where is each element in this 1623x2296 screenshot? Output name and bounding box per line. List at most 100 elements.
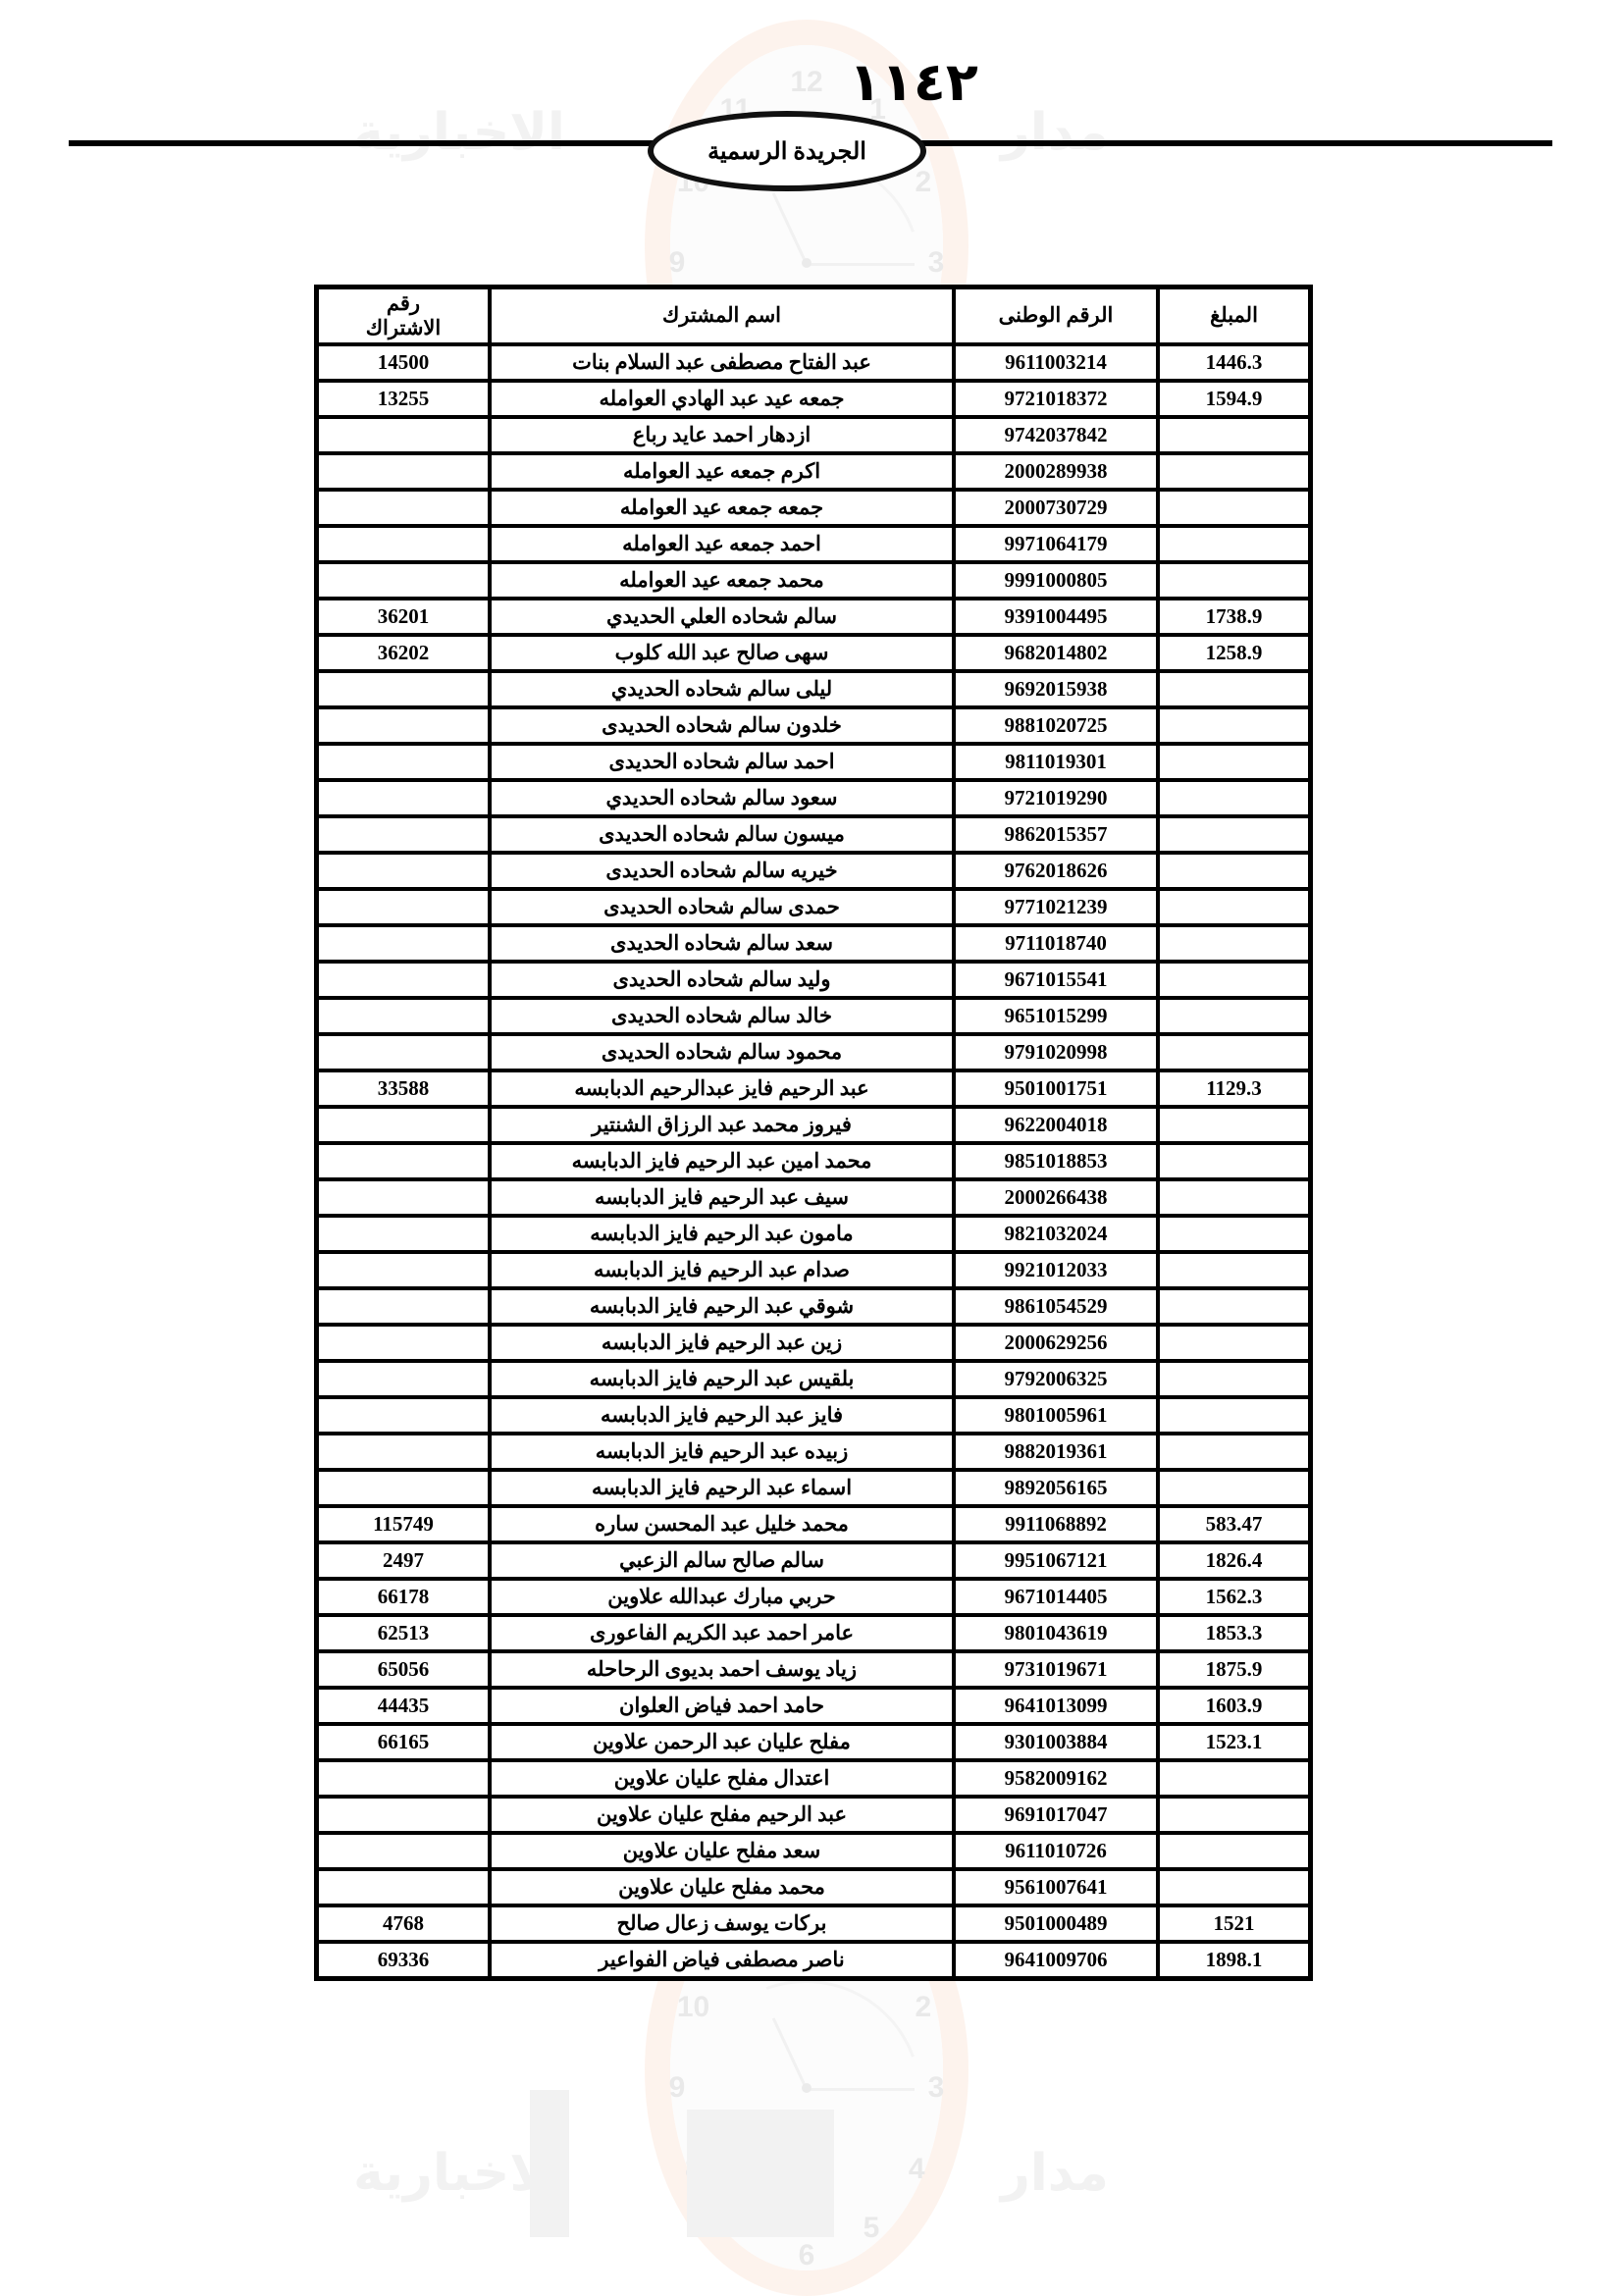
cell-subscriber-name: حامد احمد فياض العلوان: [490, 1687, 954, 1724]
table-row: 9861054529 شوقي عبد الرحيم فايز الدبابسه: [317, 1287, 1310, 1325]
cell-subscriber-name: جمعه جمعه عيد العوامله: [490, 489, 954, 526]
cell-subscription-number: [317, 1832, 490, 1869]
cell-national-number: 2000629256: [954, 1324, 1158, 1361]
cell-amount: [1158, 1178, 1310, 1216]
table-body: 1446.3 9611003214 عبد الفتاح مصطفى عبد الس…: [317, 343, 1310, 1978]
cell-subscriber-name: زبيده عبد الرحيم فايز الدبابسه: [490, 1433, 954, 1470]
table-row: 1594.9 9721018372 جمعه عيد عبد الهادي العو…: [317, 380, 1310, 417]
table-row: 9971064179 احمد جمعه عيد العوامله: [317, 525, 1310, 562]
cell-subscription-number: [317, 852, 490, 889]
cell-national-number: 9911068892: [954, 1505, 1158, 1542]
table-row: 1521 9501000489 بركات يوسف زعال صالح 4768: [317, 1905, 1310, 1942]
cell-amount: [1158, 852, 1310, 889]
cell-subscriber-name: ناصر مصطفى فياض الفواعير: [490, 1941, 954, 1978]
page-number: ١١٤٢: [849, 51, 978, 113]
cell-subscription-number: [317, 489, 490, 526]
watermark-brand-bottom-right: مدار: [1001, 2145, 1109, 2202]
cell-amount: 1521: [1158, 1905, 1310, 1942]
table-row: 9671015541 وليد سالم شحاده الحديدى: [317, 961, 1310, 998]
cell-subscriber-name: سعد مفلح عليان علاوين: [490, 1832, 954, 1869]
cell-amount: 1562.3: [1158, 1578, 1310, 1615]
cell-national-number: 9991000805: [954, 561, 1158, 599]
cell-amount: 1875.9: [1158, 1650, 1310, 1688]
cell-amount: [1158, 706, 1310, 744]
cell-amount: [1158, 888, 1310, 925]
cell-national-number: 9951067121: [954, 1541, 1158, 1579]
table-row: 1738.9 9391004495 سالم شحاده العلي الحديدي…: [317, 598, 1310, 635]
cell-subscriber-name: جمعه عيد عبد الهادي العوامله: [490, 380, 954, 417]
cell-subscriber-name: احمد جمعه عيد العوامله: [490, 525, 954, 562]
cell-subscription-number: [317, 525, 490, 562]
table-row: 2000266438 سيف عبد الرحيم فايز الدبابسه: [317, 1178, 1310, 1216]
cell-subscription-number: [317, 561, 490, 599]
cell-national-number: 2000730729: [954, 489, 1158, 526]
cell-subscriber-name: عبد الفتاح مصطفى عبد السلام بنات: [490, 343, 954, 381]
cell-subscriber-name: محمود سالم شحاده الحديدى: [490, 1033, 954, 1070]
cell-amount: [1158, 1759, 1310, 1797]
cell-amount: 1826.4: [1158, 1541, 1310, 1579]
cell-national-number: 9791020998: [954, 1033, 1158, 1070]
watermark-brand-right: مدار: [1001, 104, 1109, 161]
cell-national-number: 9862015357: [954, 815, 1158, 853]
cell-subscriber-name: محمد جمعه عيد العوامله: [490, 561, 954, 599]
table-row: 9721019290 سعود سالم شحاده الحديدي: [317, 779, 1310, 816]
cell-subscriber-name: محمد خليل عبد المحسن ساره: [490, 1505, 954, 1542]
cell-national-number: 2000266438: [954, 1178, 1158, 1216]
table-row: 9711018740 سعد سالم شحاده الحديدى: [317, 924, 1310, 962]
cell-subscription-number: 66165: [317, 1723, 490, 1760]
cell-amount: [1158, 1324, 1310, 1361]
cell-national-number: 9801005961: [954, 1396, 1158, 1434]
cell-national-number: 9692015938: [954, 670, 1158, 707]
cell-national-number: 9391004495: [954, 598, 1158, 635]
cell-subscriber-name: بركات يوسف زعال صالح: [490, 1905, 954, 1942]
cell-subscription-number: [317, 1142, 490, 1179]
cell-subscription-number: 2497: [317, 1541, 490, 1579]
cell-subscriber-name: اعتدال مفلح عليان علاوين: [490, 1759, 954, 1797]
masthead-title: الجريدة الرسمية: [707, 138, 866, 165]
cell-amount: [1158, 1251, 1310, 1288]
cell-amount: [1158, 1832, 1310, 1869]
cell-subscriber-name: احمد سالم شحاده الحديدى: [490, 743, 954, 780]
cell-national-number: 9892056165: [954, 1469, 1158, 1506]
cell-subscription-number: [317, 888, 490, 925]
cell-subscription-number: 69336: [317, 1941, 490, 1978]
table-row: 9771021239 حمدى سالم شحاده الحديدى: [317, 888, 1310, 925]
cell-amount: [1158, 1433, 1310, 1470]
cell-subscriber-name: شوقي عبد الرحيم فايز الدبابسه: [490, 1287, 954, 1325]
cell-subscription-number: [317, 1433, 490, 1470]
cell-subscription-number: 33588: [317, 1070, 490, 1107]
cell-subscription-number: 115749: [317, 1505, 490, 1542]
cell-subscription-number: [317, 997, 490, 1034]
cell-subscription-number: 13255: [317, 380, 490, 417]
cell-amount: [1158, 997, 1310, 1034]
cell-amount: 1446.3: [1158, 343, 1310, 381]
cell-subscriber-name: محمد امين عبد الرحيم فايز الدبابسه: [490, 1142, 954, 1179]
column-header-amount: المبلغ: [1158, 287, 1310, 344]
cell-subscription-number: [317, 1868, 490, 1905]
cell-subscriber-name: عامر احمد عبد الكريم الفاعورى: [490, 1614, 954, 1651]
cell-national-number: 9731019671: [954, 1650, 1158, 1688]
cell-subscription-number: [317, 779, 490, 816]
table-row: 1853.3 9801043619 عامر احمد عبد الكريم الف…: [317, 1614, 1310, 1651]
cell-subscriber-name: صدام عبد الرحيم فايز الدبابسه: [490, 1251, 954, 1288]
cell-subscription-number: [317, 1324, 490, 1361]
cell-national-number: 9501000489: [954, 1905, 1158, 1942]
table-row: 9762018626 خيريه سالم شحاده الحديدى: [317, 852, 1310, 889]
cell-subscriber-name: سعد سالم شحاده الحديدى: [490, 924, 954, 962]
cell-amount: [1158, 1287, 1310, 1325]
cell-amount: [1158, 1106, 1310, 1143]
cell-national-number: 9971064179: [954, 525, 1158, 562]
cell-national-number: 9811019301: [954, 743, 1158, 780]
cell-amount: [1158, 452, 1310, 490]
cell-amount: 1129.3: [1158, 1070, 1310, 1107]
cell-subscriber-name: سعود سالم شحاده الحديدي: [490, 779, 954, 816]
table-row: 9851018853 محمد امين عبد الرحيم فايز الدب…: [317, 1142, 1310, 1179]
cell-subscription-number: [317, 1396, 490, 1434]
cell-subscription-number: [317, 1106, 490, 1143]
cell-national-number: 9721019290: [954, 779, 1158, 816]
cell-national-number: 9301003884: [954, 1723, 1158, 1760]
cell-subscription-number: [317, 815, 490, 853]
cell-subscriber-name: مامون عبد الرحيم فايز الدبابسه: [490, 1215, 954, 1252]
column-header-subscription-number: رقم الاشتراك: [317, 287, 490, 344]
cell-national-number: 9742037842: [954, 416, 1158, 453]
